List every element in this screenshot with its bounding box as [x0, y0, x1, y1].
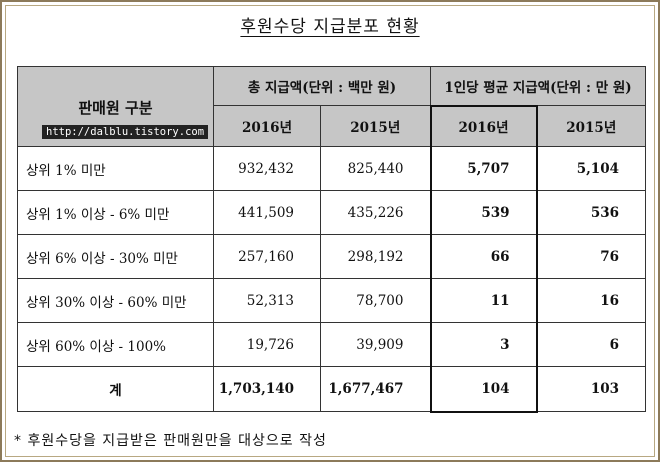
row-category: 상위 1% 이상 - 6% 미만 — [17, 190, 214, 235]
cell-total-2015: 435,226 — [320, 190, 431, 235]
table-row: 상위 1% 미만 932,432 825,440 5,707 5,104 — [17, 146, 646, 191]
cell-total-2016: 257,160 — [213, 234, 321, 279]
table-row: 상위 6% 이상 - 30% 미만 257,160 298,192 66 76 — [17, 234, 646, 279]
total-cell-total-2015: 1,677,467 — [320, 366, 431, 412]
table-row: 상위 60% 이상 - 100% 19,726 39,909 3 6 — [17, 322, 646, 367]
row-category: 상위 1% 미만 — [17, 146, 214, 191]
cell-total-2016: 932,432 — [213, 146, 321, 191]
category-header-label: 판매원 구분 — [78, 99, 153, 117]
row-category: 상위 60% 이상 - 100% — [17, 322, 214, 367]
total-cell-avg-2015: 103 — [536, 366, 646, 412]
cell-total-2015: 78,700 — [320, 278, 431, 323]
row-category: 상위 30% 이상 - 60% 미만 — [17, 278, 214, 323]
cell-avg-2015: 6 — [536, 322, 646, 367]
total-2015-header: 2015년 — [320, 105, 431, 147]
header-row-1: 판매원 구분 http://dalblu.tistory.com 총 지급액(단… — [17, 66, 646, 147]
category-header: 판매원 구분 http://dalblu.tistory.com — [17, 66, 214, 147]
cell-total-2015: 298,192 — [320, 234, 431, 279]
total-cell-avg-2016: 104 — [429, 366, 538, 413]
page-title-text: 후원수당 지급분포 현황 — [240, 17, 420, 37]
avg-group-header: 1인당 평균 지급액(단위 : 만 원) — [430, 66, 646, 106]
total-row-label: 계 — [17, 366, 214, 412]
cell-total-2015: 825,440 — [320, 146, 431, 191]
watermark-badge: http://dalblu.tistory.com — [42, 125, 209, 139]
header-row-2: 2016년 2015년 2016년 2015년 — [18, 104, 646, 147]
cell-total-2016: 441,509 — [213, 190, 321, 235]
total-2016-header: 2016년 — [213, 105, 321, 147]
table-row: 상위 30% 이상 - 60% 미만 52,313 78,700 11 16 — [17, 278, 646, 323]
table-row: 상위 1% 이상 - 6% 미만 441,509 435,226 539 536 — [17, 190, 646, 235]
page-frame-inner — [5, 5, 655, 457]
cell-avg-2016: 66 — [429, 234, 538, 279]
cell-avg-2015: 16 — [536, 278, 646, 323]
footnote: * 후원수당을 지급받은 판매원만을 대상으로 작성 — [14, 433, 327, 449]
cell-total-2016: 19,726 — [213, 322, 321, 367]
avg-2016-header: 2016년 — [429, 104, 538, 147]
avg-2015-header: 2015년 — [536, 105, 646, 147]
total-row: 계 1,703,140 1,677,467 104 103 — [17, 366, 646, 413]
distribution-table: 판매원 구분 http://dalblu.tistory.com 총 지급액(단… — [17, 66, 646, 413]
row-category: 상위 6% 이상 - 30% 미만 — [17, 234, 214, 279]
cell-avg-2015: 536 — [536, 190, 646, 235]
cell-avg-2016: 5,707 — [429, 146, 538, 191]
cell-avg-2016: 539 — [429, 190, 538, 235]
cell-avg-2015: 76 — [536, 234, 646, 279]
total-group-header: 총 지급액(단위 : 백만 원) — [213, 66, 431, 106]
cell-avg-2016: 11 — [429, 278, 538, 323]
page-title: 후원수당 지급분포 현황 — [0, 12, 660, 37]
cell-avg-2015: 5,104 — [536, 146, 646, 191]
cell-total-2015: 39,909 — [320, 322, 431, 367]
total-cell-total-2016: 1,703,140 — [213, 366, 321, 412]
cell-avg-2016: 3 — [429, 322, 538, 367]
cell-total-2016: 52,313 — [213, 278, 321, 323]
